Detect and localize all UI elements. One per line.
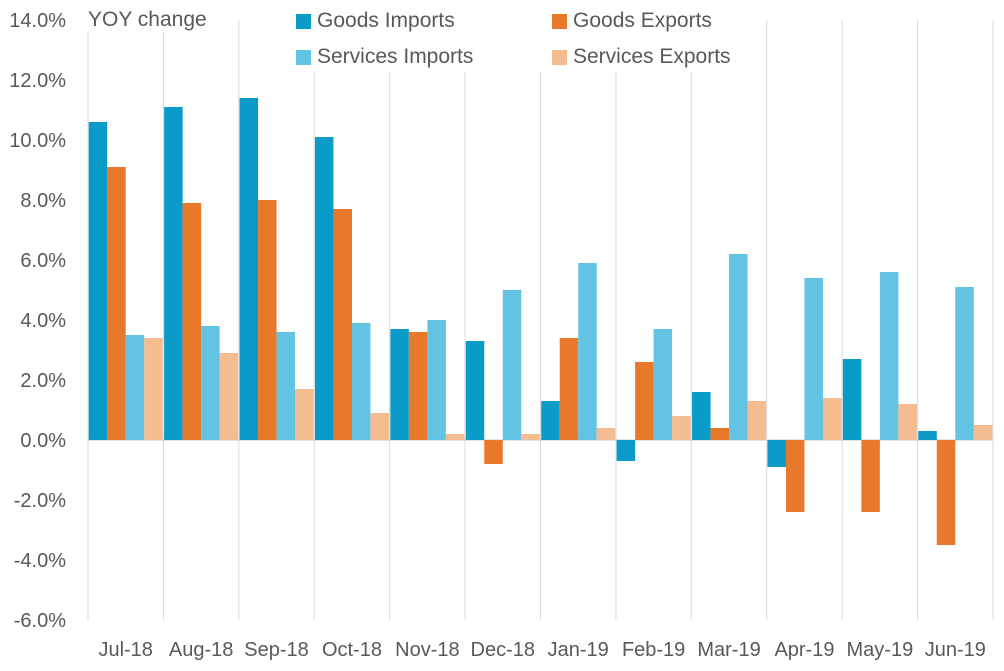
- bar-services-imports-feb-19: [653, 329, 673, 440]
- legend-item-services-exports: Services Exports: [552, 44, 731, 70]
- legend-label: Goods Exports: [573, 9, 712, 32]
- x-tick-label: Jul-18: [98, 639, 152, 661]
- category-gridlines: [87, 20, 994, 620]
- bar-goods-exports-mar-19: [710, 428, 730, 440]
- y-tick-label: -4.0%: [14, 550, 66, 572]
- bar-goods-exports-nov-18: [408, 332, 428, 440]
- x-tick-label: Oct-18: [322, 639, 382, 661]
- bar-services-exports-mar-19: [747, 401, 767, 440]
- bar-goods-exports-may-19: [861, 440, 880, 512]
- y-tick-label: 12.0%: [9, 70, 66, 92]
- bar-services-exports-nov-18: [445, 434, 465, 440]
- bar-services-exports-may-19: [898, 404, 917, 440]
- bar-services-exports-jan-19: [596, 428, 616, 440]
- y-tick-label: 10.0%: [9, 130, 66, 152]
- y-tick-labels: 14.0% 12.0% 10.0% 8.0% 6.0% 4.0% 2.0% 0.0% -2.0%…: [9, 10, 66, 632]
- y-tick-label: 2.0%: [20, 370, 66, 392]
- x-tick-labels: Jul-18 Aug-18 Sep-18 Oct-18 Nov-18 Dec-18 Jan-…: [98, 639, 985, 661]
- bar-services-imports-may-19: [879, 272, 899, 440]
- y-tick-label: -2.0%: [14, 490, 66, 512]
- bar-goods-exports-jul-18: [107, 167, 126, 440]
- bar-goods-exports-jan-19: [559, 338, 579, 440]
- bar-services-exports-jul-18: [144, 338, 163, 440]
- legend-item-goods-exports: Goods Exports: [552, 8, 712, 34]
- bar-services-exports-sep-18: [295, 389, 314, 440]
- bar-goods-imports-jan-19: [541, 401, 560, 440]
- y-tick-label: -6.0%: [14, 610, 66, 632]
- bar-goods-imports-jun-19: [918, 431, 937, 440]
- bar-services-imports-aug-18: [201, 326, 220, 440]
- bar-goods-imports-aug-18: [164, 107, 183, 440]
- x-tick-label: Nov-18: [395, 639, 459, 661]
- bar-services-imports-jun-19: [955, 287, 974, 440]
- x-tick-label: Jan-19: [548, 639, 609, 661]
- bar-services-exports-dec-18: [521, 434, 540, 440]
- y-tick-label: 6.0%: [20, 250, 66, 272]
- x-tick-label: Aug-18: [169, 639, 234, 661]
- legend-item-services-imports: Services Imports: [296, 44, 473, 70]
- legend-label: Goods Imports: [317, 9, 455, 32]
- bar-goods-exports-oct-18: [333, 209, 352, 440]
- bar-services-exports-oct-18: [370, 413, 389, 440]
- y-tick-label: 0.0%: [20, 430, 66, 452]
- bar-services-exports-apr-19: [822, 398, 842, 440]
- bar-goods-exports-sep-18: [258, 200, 277, 440]
- legend-label: Services Imports: [317, 45, 474, 68]
- bar-goods-imports-sep-18: [239, 98, 259, 440]
- bar-goods-exports-apr-19: [785, 440, 805, 512]
- bar-goods-exports-dec-18: [484, 440, 503, 464]
- legend-swatch: [552, 13, 567, 29]
- bar-services-exports-jun-19: [973, 425, 993, 440]
- bar-services-exports-aug-18: [219, 353, 239, 440]
- bar-services-imports-jul-18: [125, 335, 145, 440]
- bar-goods-imports-oct-18: [314, 137, 334, 440]
- bar-services-imports-jan-19: [578, 263, 597, 440]
- legend-swatch: [552, 49, 567, 65]
- x-tick-label: Feb-19: [622, 639, 685, 661]
- bar-goods-imports-dec-18: [465, 341, 485, 440]
- bar-services-exports-feb-19: [672, 416, 691, 440]
- x-tick-label: Dec-18: [471, 639, 535, 661]
- bar-services-imports-nov-18: [427, 320, 446, 440]
- bar-goods-imports-jul-18: [88, 122, 108, 440]
- bar-goods-imports-may-19: [842, 359, 862, 440]
- x-tick-label: Apr-19: [774, 639, 834, 661]
- legend-swatch: [296, 49, 311, 65]
- bar-services-imports-mar-19: [729, 254, 748, 440]
- x-tick-label: Sep-18: [244, 639, 309, 661]
- legend-item-goods-imports: Goods Imports: [296, 8, 455, 34]
- bar-services-imports-oct-18: [351, 323, 371, 440]
- bar-goods-exports-jun-19: [936, 440, 956, 545]
- legend: Goods Imports Goods Exports Services Imp…: [296, 6, 766, 72]
- x-tick-label: Jun-19: [925, 639, 986, 661]
- bars: [88, 98, 993, 545]
- bar-goods-exports-aug-18: [182, 203, 202, 440]
- bar-goods-imports-mar-19: [692, 392, 711, 440]
- y-tick-label: 4.0%: [20, 310, 66, 332]
- bar-goods-imports-apr-19: [767, 440, 786, 467]
- legend-swatch: [296, 13, 311, 29]
- x-tick-label: May-19: [847, 639, 914, 661]
- bar-goods-imports-nov-18: [390, 329, 409, 440]
- legend-label: Services Exports: [573, 45, 731, 68]
- y-axis-label: YOY change: [84, 8, 211, 32]
- y-tick-label: 14.0%: [9, 10, 66, 32]
- bar-goods-exports-feb-19: [635, 362, 654, 440]
- bar-services-imports-apr-19: [804, 278, 823, 440]
- bar-services-imports-sep-18: [276, 332, 296, 440]
- bar-services-imports-dec-18: [502, 290, 522, 440]
- bar-goods-imports-feb-19: [616, 440, 636, 461]
- y-tick-label: 8.0%: [20, 190, 66, 212]
- x-tick-label: Mar-19: [697, 639, 760, 661]
